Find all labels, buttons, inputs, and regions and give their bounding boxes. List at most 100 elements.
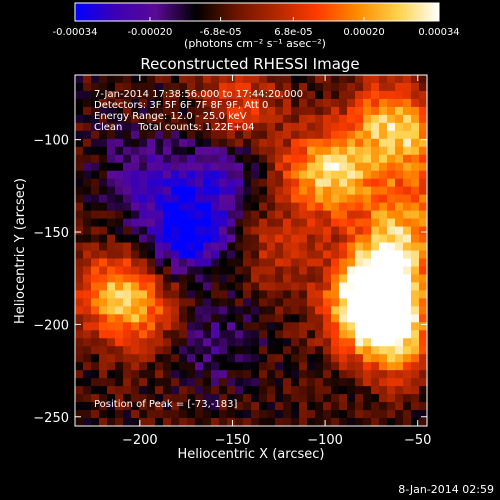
heatmap-cell — [187, 362, 196, 371]
heatmap-cell — [211, 354, 220, 363]
heatmap-cell — [275, 202, 284, 212]
heatmap-cell — [315, 114, 324, 124]
heatmap-cell — [131, 282, 140, 291]
heatmap-cell — [83, 402, 92, 411]
heatmap-cell — [331, 258, 340, 268]
heatmap-cell — [171, 402, 180, 411]
heatmap-cell — [251, 418, 260, 427]
heatmap-cell — [227, 274, 236, 284]
heatmap-cell — [235, 338, 244, 347]
heatmap-cell — [403, 178, 412, 188]
heatmap-cell — [395, 290, 404, 299]
heatmap-cell — [371, 234, 380, 244]
heatmap-cell — [227, 250, 236, 260]
heatmap-cell — [243, 322, 252, 331]
heatmap-cell — [291, 98, 300, 108]
heatmap-cell — [363, 186, 372, 196]
heatmap-cell — [75, 242, 84, 252]
heatmap-cell — [179, 75, 188, 84]
heatmap-cell — [403, 354, 412, 363]
heatmap-cell — [419, 322, 428, 331]
heatmap-cell — [155, 282, 164, 291]
heatmap-cell — [75, 130, 84, 140]
heatmap-cell — [99, 346, 108, 355]
heatmap-cell — [315, 122, 324, 132]
heatmap-cell — [411, 402, 420, 411]
heatmap-cell — [219, 106, 228, 116]
heatmap-cell — [267, 186, 276, 196]
heatmap-cell — [355, 170, 364, 180]
heatmap-cell — [283, 218, 292, 228]
heatmap-cell — [259, 402, 268, 411]
heatmap-cell — [251, 130, 260, 140]
heatmap-cell — [211, 130, 220, 140]
heatmap-cell — [155, 138, 164, 148]
heatmap-cell — [83, 138, 92, 148]
heatmap-cell — [211, 330, 220, 339]
heatmap-cell — [91, 178, 100, 188]
heatmap-cell — [307, 402, 316, 411]
heatmap-cell — [187, 330, 196, 339]
heatmap-cell — [339, 394, 348, 403]
heatmap-cell — [275, 106, 284, 116]
heatmap-cell — [371, 306, 380, 315]
heatmap-cell — [115, 114, 124, 124]
heatmap-cell — [187, 210, 196, 220]
heatmap-cell — [403, 250, 412, 260]
heatmap-cell — [227, 290, 236, 299]
heatmap-cell — [107, 274, 116, 284]
heatmap-cell — [211, 338, 220, 347]
heatmap-cell — [99, 418, 108, 427]
heatmap-cell — [283, 338, 292, 347]
heatmap-cell — [131, 274, 140, 284]
heatmap-cell — [411, 114, 420, 124]
heatmap-cell — [339, 402, 348, 411]
heatmap-cell — [219, 82, 228, 92]
heatmap-cell — [155, 106, 164, 116]
heatmap-cell — [211, 314, 220, 323]
heatmap-cell — [123, 106, 132, 116]
heatmap-cell — [267, 218, 276, 228]
heatmap-cell — [203, 162, 212, 172]
heatmap-cell — [395, 210, 404, 220]
heatmap-cell — [203, 146, 212, 156]
y-tick-label: −150 — [33, 226, 69, 241]
heatmap-cell — [411, 258, 420, 268]
heatmap-cell — [331, 186, 340, 196]
heatmap-cell — [107, 402, 116, 411]
heatmap-cell — [331, 210, 340, 220]
heatmap-cell — [275, 170, 284, 180]
heatmap-cell — [187, 282, 196, 291]
heatmap-cell — [395, 314, 404, 323]
heatmap-cell — [291, 210, 300, 220]
heatmap-cell — [275, 162, 284, 172]
heatmap-cell — [347, 394, 356, 403]
heatmap-cell — [211, 258, 220, 268]
heatmap-cell — [235, 106, 244, 116]
heatmap-cell — [275, 322, 284, 331]
heatmap-cell — [323, 130, 332, 140]
heatmap-cell — [163, 218, 172, 228]
heatmap-cell — [339, 354, 348, 363]
heatmap-cell — [267, 378, 276, 387]
heatmap-cell — [131, 226, 140, 236]
heatmap-cell — [387, 162, 396, 172]
heatmap-cell — [331, 106, 340, 116]
heatmap-cell — [275, 362, 284, 371]
heatmap-cell — [179, 274, 188, 284]
heatmap-cell — [379, 322, 388, 331]
heatmap-cell — [283, 330, 292, 339]
heatmap-cell — [235, 234, 244, 244]
heatmap-cell — [315, 378, 324, 387]
heatmap-cell — [363, 90, 372, 100]
heatmap-cell — [347, 378, 356, 387]
heatmap-cell — [235, 394, 244, 403]
heatmap-cell — [83, 250, 92, 260]
heatmap-cell — [395, 82, 404, 92]
heatmap-cell — [163, 178, 172, 188]
heatmap-cell — [403, 90, 412, 100]
heatmap-cell — [267, 75, 276, 84]
heatmap-cell — [299, 186, 308, 196]
heatmap-cell — [163, 82, 172, 92]
heatmap-cell — [219, 122, 228, 132]
